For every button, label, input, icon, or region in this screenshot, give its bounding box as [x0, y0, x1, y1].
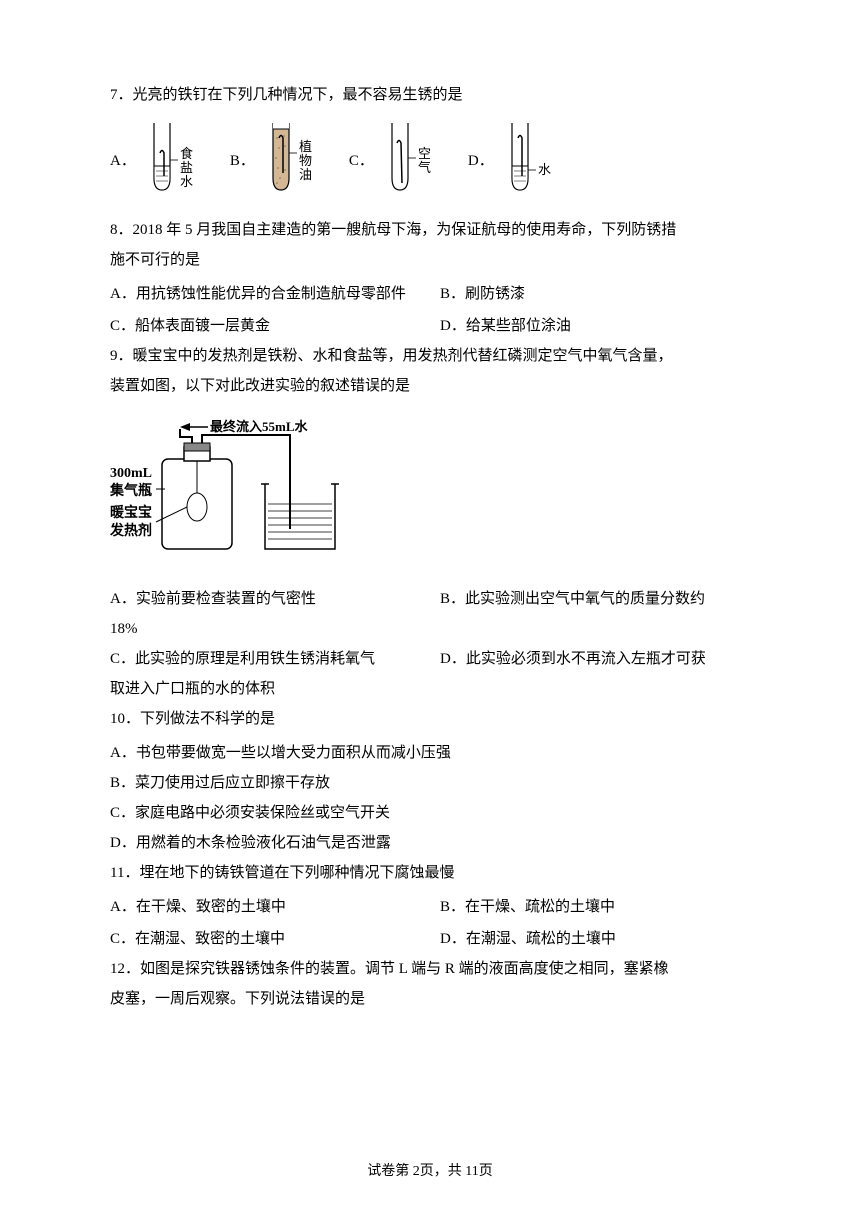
q9-opt-b2: 18% — [110, 614, 750, 644]
q9-opt-b: B．此实验测出空气中氧气的质量分数约 — [440, 584, 750, 614]
q8-opt-d: D．给某些部位涂油 — [440, 311, 750, 341]
heater-label1: 暖宝宝 — [110, 504, 152, 521]
q11-opt-a: A．在干燥、致密的土壤中 — [110, 892, 420, 922]
q10-opt-b: B．菜刀使用过后应立即擦干存放 — [110, 768, 750, 798]
svg-text:植: 植 — [299, 139, 312, 154]
q9-opt-d: D．此实验必须到水不再流入左瓶才可获 — [440, 644, 750, 674]
question-12: 12．如图是探究铁器锈蚀条件的装置。调节 L 端与 R 端的液面高度使之相同，塞… — [110, 954, 750, 1014]
question-11: 11．埋在地下的铸铁管道在下列哪种情况下腐蚀最慢 — [110, 858, 750, 888]
svg-text:水: 水 — [538, 162, 551, 177]
q9-options-ab: A．实验前要检查装置的气密性 B．此实验测出空气中氧气的质量分数约 — [110, 584, 750, 614]
q7-b-label: B． — [230, 146, 255, 176]
q11-opt-d: D．在潮湿、疏松的土壤中 — [440, 924, 750, 954]
q8-opt-c: C．船体表面镀一层黄金 — [110, 311, 420, 341]
svg-text:气: 气 — [418, 160, 431, 175]
q12-text1: 12．如图是探究铁器锈蚀条件的装置。调节 L 端与 R 端的液面高度使之相同，塞… — [110, 954, 750, 984]
svg-text:空: 空 — [418, 146, 431, 161]
testtube-c-icon: 空 气 — [378, 118, 438, 203]
q9-text2: 装置如图，以下对此改进实验的叙述错误的是 — [110, 371, 750, 401]
q7-a-label: A． — [110, 146, 136, 176]
q11-options: A．在干燥、致密的土壤中 B．在干燥、疏松的土壤中 C．在潮湿、致密的土壤中 D… — [110, 892, 750, 954]
svg-text:物: 物 — [299, 153, 312, 168]
testtube-a-icon: 食 盐 水 — [140, 118, 200, 203]
q7-options: A． 食 盐 水 B． 植 物 — [110, 118, 750, 203]
q9-opt-c: C．此实验的原理是利用铁生锈消耗氧气 — [110, 644, 420, 674]
q7-option-b: B． 植 物 油 — [230, 118, 319, 203]
q8-opt-b: B．刷防锈漆 — [440, 279, 750, 309]
question-10: 10．下列做法不科学的是 — [110, 704, 750, 734]
q11-opt-b: B．在干燥、疏松的土壤中 — [440, 892, 750, 922]
q9-opt-a: A．实验前要检查装置的气密性 — [110, 584, 420, 614]
q8-options: A．用抗锈蚀性能优异的合金制造航母零部件 B．刷防锈漆 C．船体表面镀一层黄金 … — [110, 279, 750, 341]
q7-text: 7．光亮的铁钉在下列几种情况下，最不容易生锈的是 — [110, 80, 750, 110]
q10-opt-a: A．书包带要做宽一些以增大受力面积从而减小压强 — [110, 738, 750, 768]
experiment-diagram-icon: 最终流入55mL水 300mL 集气瓶 暖宝宝 发热剂 — [110, 409, 370, 569]
svg-text:盐: 盐 — [180, 160, 193, 175]
q8-opt-a: A．用抗锈蚀性能优异的合金制造航母零部件 — [110, 279, 420, 309]
bottle-name-label: 集气瓶 — [110, 482, 152, 499]
q11-text: 11．埋在地下的铸铁管道在下列哪种情况下腐蚀最慢 — [110, 858, 750, 888]
q9-text1: 9．暖宝宝中的发热剂是铁粉、水和食盐等，用发热剂代替红磷测定空气中氧气含量， — [110, 341, 750, 371]
bottle-vol-label: 300mL — [110, 466, 152, 481]
q7-d-label: D． — [468, 146, 494, 176]
q9-opt-d2: 取进入广口瓶的水的体积 — [110, 674, 750, 704]
q10-opt-d: D．用燃着的木条检验液化石油气是否泄露 — [110, 828, 750, 858]
page-footer: 试卷第 2页，共 11页 — [0, 1158, 860, 1186]
top-label: 最终流入55mL水 — [210, 419, 309, 434]
svg-text:水: 水 — [180, 174, 193, 189]
svg-text:食: 食 — [180, 146, 193, 161]
question-8: 8．2018 年 5 月我国自主建造的第一艘航母下海，为保证航母的使用寿命，下列… — [110, 215, 750, 275]
heater-label2: 发热剂 — [110, 522, 152, 539]
q10-text: 10．下列做法不科学的是 — [110, 704, 750, 734]
question-7: 7．光亮的铁钉在下列几种情况下，最不容易生锈的是 — [110, 80, 750, 110]
q9-options-cd: C．此实验的原理是利用铁生锈消耗氧气 D．此实验必须到水不再流入左瓶才可获 — [110, 644, 750, 674]
testtube-b-icon: 植 物 油 — [259, 118, 319, 203]
q7-option-a: A． 食 盐 水 — [110, 118, 200, 203]
q8-text1: 8．2018 年 5 月我国自主建造的第一艘航母下海，为保证航母的使用寿命，下列… — [110, 215, 750, 245]
q7-option-c: C． 空 气 — [349, 118, 438, 203]
q7-c-label: C． — [349, 146, 374, 176]
q8-text2: 施不可行的是 — [110, 245, 750, 275]
question-9: 9．暖宝宝中的发热剂是铁粉、水和食盐等，用发热剂代替红磷测定空气中氧气含量， 装… — [110, 341, 750, 401]
svg-text:油: 油 — [299, 167, 312, 182]
q12-text2: 皮塞，一周后观察。下列说法错误的是 — [110, 984, 750, 1014]
testtube-d-icon: 水 — [498, 118, 553, 203]
q10-opt-c: C．家庭电路中必须安装保险丝或空气开关 — [110, 798, 750, 828]
q11-opt-c: C．在潮湿、致密的土壤中 — [110, 924, 420, 954]
q7-option-d: D． 水 — [468, 118, 553, 203]
